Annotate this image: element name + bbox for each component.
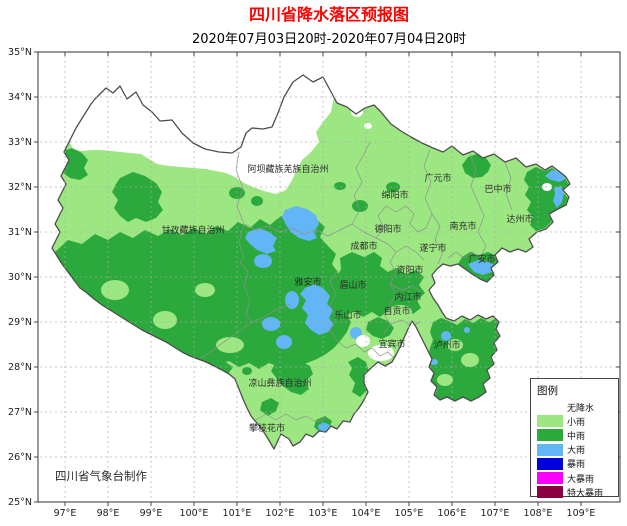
legend-item-no-rain: 无降水 (537, 400, 618, 414)
no-rain-area-north (70, 75, 334, 194)
legend-rows: 无降水小雨中雨大雨暴雨大暴雨特大暴雨 (537, 400, 618, 499)
legend-item-light-rain: 小雨 (537, 414, 618, 428)
x-axis-tick-label: 103°E (309, 508, 338, 519)
y-axis-tick-label: 25°N (8, 497, 32, 508)
city-label-guangyuan: 广元市 (424, 172, 451, 184)
page-title: 四川省降水落区预报图 (249, 5, 409, 24)
city-label-guang-an: 广安市 (468, 253, 495, 265)
city-label-leshan: 乐山市 (334, 309, 361, 321)
legend-label-heavy-rainstorm: 大暴雨 (567, 474, 595, 485)
x-axis-tick-label: 104°E (352, 508, 381, 519)
legend-label-light-rain: 小雨 (567, 417, 586, 428)
axes: 97°E 98°E 99°E 100°E 101°E 102°E 103°E 104°E 105… (8, 47, 620, 519)
legend-swatch-rainstorm (537, 457, 563, 470)
city-label-ziyang: 资阳市 (396, 264, 423, 276)
city-label-ya-an: 雅安市 (294, 276, 321, 288)
y-axis-tick-label: 31°N (8, 227, 32, 238)
legend-item-rainstorm: 暴雨 (537, 457, 618, 471)
y-axis-tick-label: 33°N (8, 137, 32, 148)
x-axis-tick-label: 99°E (140, 508, 163, 519)
city-label-ganzi: 甘孜藏族自治州 (161, 224, 224, 236)
legend-swatch-heavy-rain (537, 443, 563, 456)
city-label-aba: 阿坝藏族羌族自治州 (247, 163, 328, 175)
city-label-zigong: 自贡市 (383, 305, 410, 317)
y-axis-tick-label: 27°N (8, 407, 32, 418)
legend-swatch-no-rain (537, 401, 563, 414)
plot-border (37, 51, 621, 503)
city-label-bazhong: 巴中市 (484, 183, 511, 195)
legend-swatch-light-rain (537, 415, 563, 428)
x-axis-tick-label: 101°E (223, 508, 252, 519)
coordinate-grid (40, 56, 618, 498)
legend-label-heavy-rain: 大雨 (567, 446, 586, 457)
legend-item-extreme-rainstorm: 特大暴雨 (537, 485, 618, 499)
legend: 图例 无降水小雨中雨大雨暴雨大暴雨特大暴雨 (530, 378, 619, 499)
legend-title: 图例 (537, 385, 558, 397)
forecast-period: 2020年07月03日20时-2020年07月04日20时 (192, 32, 466, 47)
city-label-chengdu: 成都市 (350, 240, 377, 252)
legend-item-heavy-rainstorm: 大暴雨 (537, 471, 618, 485)
city-label-deyang: 德阳市 (374, 223, 401, 235)
legend-label-extreme-rainstorm: 特大暴雨 (567, 488, 604, 499)
legend-item-heavy-rain: 大雨 (537, 443, 618, 457)
y-axis-tick-label: 26°N (8, 452, 32, 463)
city-label-dazhou: 达州市 (506, 213, 533, 225)
x-axis-tick-label: 107°E (481, 508, 510, 519)
legend-item-moderate-rain: 中雨 (537, 428, 618, 442)
legend-label-rainstorm: 暴雨 (567, 460, 586, 471)
legend-label-no-rain: 无降水 (567, 403, 595, 414)
x-axis-tick-label: 98°E (97, 508, 120, 519)
y-axis-tick-label: 28°N (8, 362, 32, 373)
city-label-liangshan: 凉山彝族自治州 (248, 377, 311, 389)
x-axis-tick-label: 102°E (266, 508, 295, 519)
legend-label-moderate-rain: 中雨 (567, 431, 586, 442)
y-axis-tick-label: 32°N (8, 182, 32, 193)
legend-swatch-heavy-rainstorm (537, 472, 563, 485)
province-outline (51, 74, 571, 450)
y-axis-tick-label: 35°N (8, 47, 32, 58)
city-label-nanchong: 南充市 (449, 220, 476, 232)
city-label-neijiang: 内江市 (394, 291, 421, 303)
y-axis-tick-label: 30°N (8, 272, 32, 283)
y-axis-tick-label: 29°N (8, 317, 32, 328)
city-label-yibin: 宜宾市 (378, 338, 405, 350)
producer-credit: 四川省气象台制作 (55, 469, 147, 483)
legend-swatch-extreme-rainstorm (537, 486, 563, 499)
city-label-luzhou: 泸州市 (433, 339, 460, 351)
x-axis-tick-label: 97°E (54, 508, 77, 519)
city-label-mianyang: 绵阳市 (381, 189, 408, 201)
city-label-meishan: 眉山市 (339, 279, 366, 291)
x-axis-tick-label: 106°E (438, 508, 467, 519)
x-axis-tick-label: 100°E (180, 508, 209, 519)
city-label-panzhihua: 攀枝花市 (249, 422, 285, 434)
legend-swatch-moderate-rain (537, 429, 563, 442)
x-axis-tick-label: 108°E (524, 508, 553, 519)
city-label-suining: 遂宁市 (419, 242, 446, 254)
x-axis-tick-label: 109°E (567, 508, 596, 519)
x-axis-tick-label: 105°E (395, 508, 424, 519)
y-axis-tick-label: 34°N (8, 92, 32, 103)
